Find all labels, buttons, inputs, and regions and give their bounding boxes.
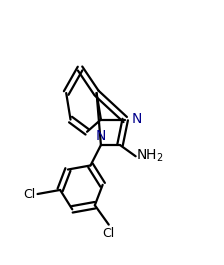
Text: N: N [96,129,106,143]
Text: N: N [131,112,142,126]
Text: Cl: Cl [24,188,36,201]
Text: NH$_2$: NH$_2$ [136,148,163,165]
Text: Cl: Cl [103,227,115,240]
